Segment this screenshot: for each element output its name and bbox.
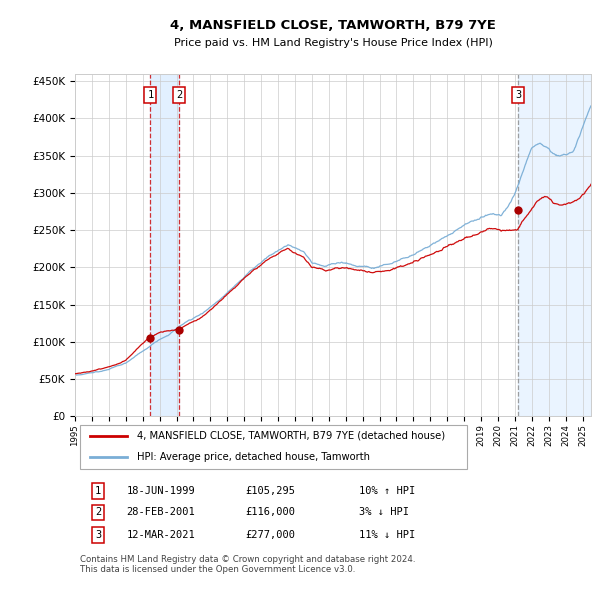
- Bar: [518, 74, 591, 416]
- Text: £277,000: £277,000: [245, 530, 295, 540]
- Text: 3% ↓ HPI: 3% ↓ HPI: [359, 507, 409, 517]
- Text: £116,000: £116,000: [245, 507, 295, 517]
- Text: 2: 2: [95, 507, 101, 517]
- Text: 2: 2: [176, 90, 182, 100]
- Text: 4, MANSFIELD CLOSE, TAMWORTH, B79 7YE (detached house): 4, MANSFIELD CLOSE, TAMWORTH, B79 7YE (d…: [137, 431, 445, 441]
- Text: £105,295: £105,295: [245, 486, 295, 496]
- Text: HPI: Average price, detached house, Tamworth: HPI: Average price, detached house, Tamw…: [137, 453, 370, 463]
- Text: 12-MAR-2021: 12-MAR-2021: [127, 530, 196, 540]
- Text: 10% ↑ HPI: 10% ↑ HPI: [359, 486, 415, 496]
- Text: Price paid vs. HM Land Registry's House Price Index (HPI): Price paid vs. HM Land Registry's House …: [173, 38, 493, 48]
- Text: 3: 3: [515, 90, 521, 100]
- Text: 4, MANSFIELD CLOSE, TAMWORTH, B79 7YE: 4, MANSFIELD CLOSE, TAMWORTH, B79 7YE: [170, 19, 496, 32]
- Text: 18-JUN-1999: 18-JUN-1999: [127, 486, 196, 496]
- Text: 11% ↓ HPI: 11% ↓ HPI: [359, 530, 415, 540]
- Text: 28-FEB-2001: 28-FEB-2001: [127, 507, 196, 517]
- Text: 1: 1: [148, 90, 154, 100]
- Text: 1: 1: [95, 486, 101, 496]
- Bar: [151, 74, 179, 416]
- FancyBboxPatch shape: [80, 425, 467, 468]
- Text: 3: 3: [95, 530, 101, 540]
- Text: Contains HM Land Registry data © Crown copyright and database right 2024.
This d: Contains HM Land Registry data © Crown c…: [80, 555, 416, 574]
